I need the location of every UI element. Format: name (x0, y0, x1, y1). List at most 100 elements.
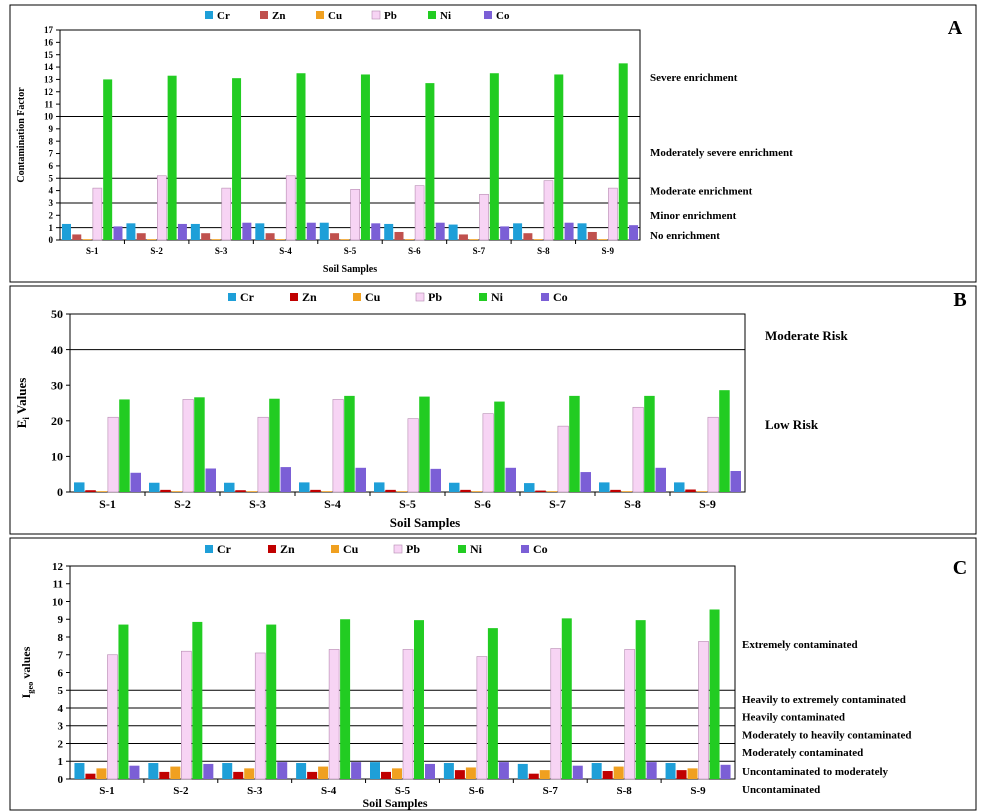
y-axis-label: Contamination Factor (16, 87, 27, 183)
zone-label: Uncontaminated to moderately (742, 766, 889, 778)
bar-ni-s-6 (425, 83, 435, 240)
x-tick-label: S-9 (690, 785, 706, 797)
bar-co-s-6 (505, 467, 516, 492)
y-tick-label: 15 (44, 50, 54, 60)
x-tick-label: S-4 (324, 497, 341, 511)
bar-co-s-8 (655, 467, 666, 492)
legend-swatch-zn (290, 293, 298, 301)
bar-cu-s-8 (533, 239, 543, 240)
legend-label-ni: Ni (470, 542, 483, 556)
panel-a-letter: A (948, 17, 963, 39)
bar-co-s-7 (580, 472, 591, 492)
zone-label: Uncontaminated (742, 784, 820, 796)
x-tick-label: S-5 (395, 785, 411, 797)
bar-cr-s-5 (374, 482, 385, 492)
bar-cr-s-8 (591, 763, 602, 779)
bar-cr-s-9 (577, 223, 587, 240)
bar-co-s-4 (351, 762, 362, 779)
legend-label-zn: Zn (272, 10, 285, 22)
y-axis-label: Ei Values (14, 378, 31, 429)
bar-zn-s-5 (381, 771, 391, 779)
bar-ni-s-8 (635, 620, 646, 779)
bar-cr-s-3 (222, 763, 233, 779)
bar-zn-s-8 (523, 233, 533, 240)
y-tick-label: 4 (49, 186, 54, 196)
y-tick-label: 40 (51, 343, 63, 357)
bar-cr-s-9 (665, 763, 676, 779)
bar-ni-s-4 (296, 73, 306, 240)
bar-cr-s-6 (384, 223, 394, 240)
bar-zn-s-8 (602, 771, 613, 779)
y-tick-label: 30 (51, 378, 63, 392)
legend-swatch-cr (205, 545, 213, 553)
bar-zn-s-3 (235, 490, 246, 492)
x-tick-label: S-1 (99, 785, 114, 797)
bar-cr-s-6 (443, 763, 454, 779)
legend-label-pb: Pb (384, 10, 397, 22)
bar-pb-s-1 (107, 654, 118, 780)
legend-label-co: Co (553, 290, 568, 304)
bar-co-s-2 (205, 468, 216, 492)
y-tick-label: 12 (44, 87, 54, 97)
x-tick-label: S-7 (543, 785, 559, 797)
bar-zn-s-4 (310, 489, 321, 492)
bar-zn-s-6 (394, 231, 404, 240)
bar-ni-s-1 (119, 399, 130, 492)
bar-zn-s-1 (85, 773, 96, 779)
bar-ni-s-2 (194, 397, 205, 492)
bar-co-s-1 (129, 765, 140, 779)
x-tick-label: S-1 (86, 246, 99, 256)
bar-co-s-3 (277, 762, 288, 779)
bar-pb-s-2 (182, 399, 194, 493)
x-tick-label: S-4 (321, 785, 337, 797)
panel-c-letter: C (953, 557, 967, 579)
bar-pb-s-7 (479, 193, 489, 241)
bar-ni-s-9 (618, 63, 628, 241)
x-axis-label: Soil Samples (362, 796, 427, 810)
bar-ni-s-7 (569, 395, 580, 492)
bar-ni-s-3 (232, 78, 242, 240)
y-tick-label: 11 (53, 579, 63, 591)
panel-b-frame (9, 285, 977, 535)
bar-co-s-1 (113, 226, 123, 240)
bar-ni-s-2 (167, 75, 177, 241)
zone-label: Moderately severe enrichment (650, 147, 793, 159)
y-tick-label: 0 (49, 235, 54, 245)
bar-cr-s-4 (255, 223, 265, 240)
bar-pb-s-3 (221, 187, 232, 241)
bar-pb-s-7 (550, 648, 562, 780)
bar-zn-s-3 (201, 233, 211, 240)
bar-pb-s-5 (407, 418, 419, 493)
y-tick-label: 3 (58, 721, 64, 733)
legend-swatch-ni (428, 11, 436, 19)
y-tick-label: 0 (57, 485, 63, 499)
bar-zn-s-5 (330, 233, 340, 240)
bar-cr-s-8 (513, 223, 523, 240)
y-tick-label: 9 (49, 124, 54, 134)
bar-co-s-7 (572, 765, 583, 779)
bar-cr-s-5 (319, 222, 329, 240)
bar-cu-s-3 (246, 491, 258, 492)
bar-zn-s-7 (528, 773, 539, 779)
bar-ni-s-1 (103, 79, 113, 240)
bar-zn-s-6 (454, 770, 465, 779)
bar-cr-s-3 (190, 223, 200, 240)
bar-ni-s-5 (414, 620, 424, 779)
bar-ni-s-3 (269, 398, 280, 492)
bar-ni-s-5 (360, 74, 370, 241)
legend-swatch-cr (228, 293, 236, 301)
bar-zn-s-1 (85, 490, 96, 492)
bar-pb-s-9 (707, 416, 719, 493)
legend-label-cr: Cr (217, 542, 232, 556)
legend-swatch-cu (316, 11, 324, 19)
legend-label-ni: Ni (491, 290, 504, 304)
bar-zn-s-5 (385, 489, 396, 492)
y-tick-label: 50 (51, 307, 63, 321)
y-tick-label: 2 (49, 210, 54, 220)
legend-swatch-zn (268, 545, 276, 553)
y-tick-label: 6 (49, 161, 54, 171)
plot-area (69, 565, 736, 780)
zone-label: Moderate enrichment (650, 185, 753, 197)
